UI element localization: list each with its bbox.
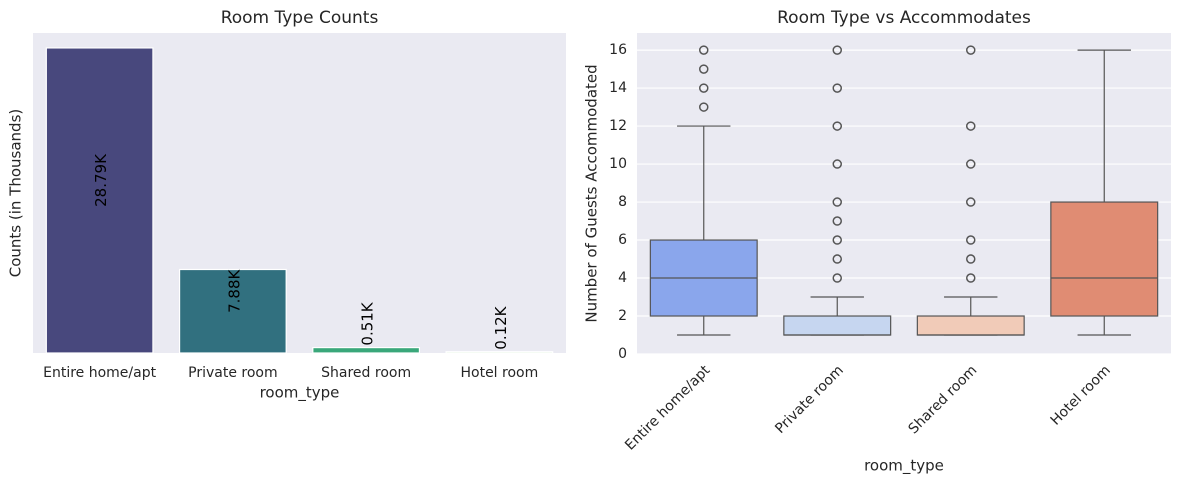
outlier <box>966 121 976 131</box>
x-tick-label: Private room <box>188 365 277 381</box>
bar <box>445 351 554 354</box>
x-tick-label: Shared room <box>905 362 980 437</box>
y-axis-label: Number of Guests Accommodated <box>583 64 601 322</box>
y-tick-label: 14 <box>609 80 627 96</box>
y-tick-label: 4 <box>618 270 627 286</box>
y-axis-label: Counts (in Thousands) <box>7 109 25 277</box>
x-tick-label: Hotel room <box>1048 362 1114 428</box>
outlier <box>832 235 842 245</box>
outlier <box>966 273 976 283</box>
x-axis-label: room_type <box>864 457 944 476</box>
box <box>783 315 892 336</box>
outlier <box>966 197 976 207</box>
outlier <box>832 83 842 93</box>
bar <box>45 47 154 354</box>
y-tick-label: 10 <box>609 156 627 172</box>
outlier <box>699 64 709 74</box>
bar <box>312 346 421 354</box>
value-label: 28.79K <box>92 153 110 207</box>
x-tick-label: Entire home/apt <box>622 362 714 454</box>
outlier <box>832 216 842 226</box>
box <box>916 315 1025 336</box>
outlier <box>832 45 842 55</box>
y-tick-label: 2 <box>618 308 627 324</box>
y-tick-label: 6 <box>618 232 627 248</box>
outlier <box>832 197 842 207</box>
value-label: 0.51K <box>359 301 377 345</box>
y-tick-label: 16 <box>609 42 627 58</box>
outlier <box>966 45 976 55</box>
x-axis-label: room_type <box>260 384 340 403</box>
outlier <box>699 102 709 112</box>
outlier <box>832 121 842 131</box>
value-label: 7.88K <box>225 268 243 312</box>
outlier <box>699 83 709 93</box>
y-tick-label: 8 <box>618 194 627 210</box>
value-label: 0.12K <box>492 305 510 349</box>
outlier <box>832 273 842 283</box>
outlier <box>966 235 976 245</box>
bar <box>178 268 287 354</box>
outlier <box>966 159 976 169</box>
chart-title: Room Type vs Accommodates <box>777 8 1031 28</box>
chart-title: Room Type Counts <box>221 8 379 28</box>
outlier <box>832 159 842 169</box>
outlier <box>966 254 976 264</box>
x-tick-label: Private room <box>772 362 847 437</box>
box <box>1050 201 1159 317</box>
y-tick-label: 12 <box>609 118 627 134</box>
x-tick-label: Entire home/apt <box>43 365 156 381</box>
x-tick-label: Hotel room <box>460 365 538 381</box>
x-tick-label: Shared room <box>321 365 411 381</box>
y-tick-label: 0 <box>618 346 627 362</box>
outlier <box>832 254 842 264</box>
outlier <box>699 45 709 55</box>
